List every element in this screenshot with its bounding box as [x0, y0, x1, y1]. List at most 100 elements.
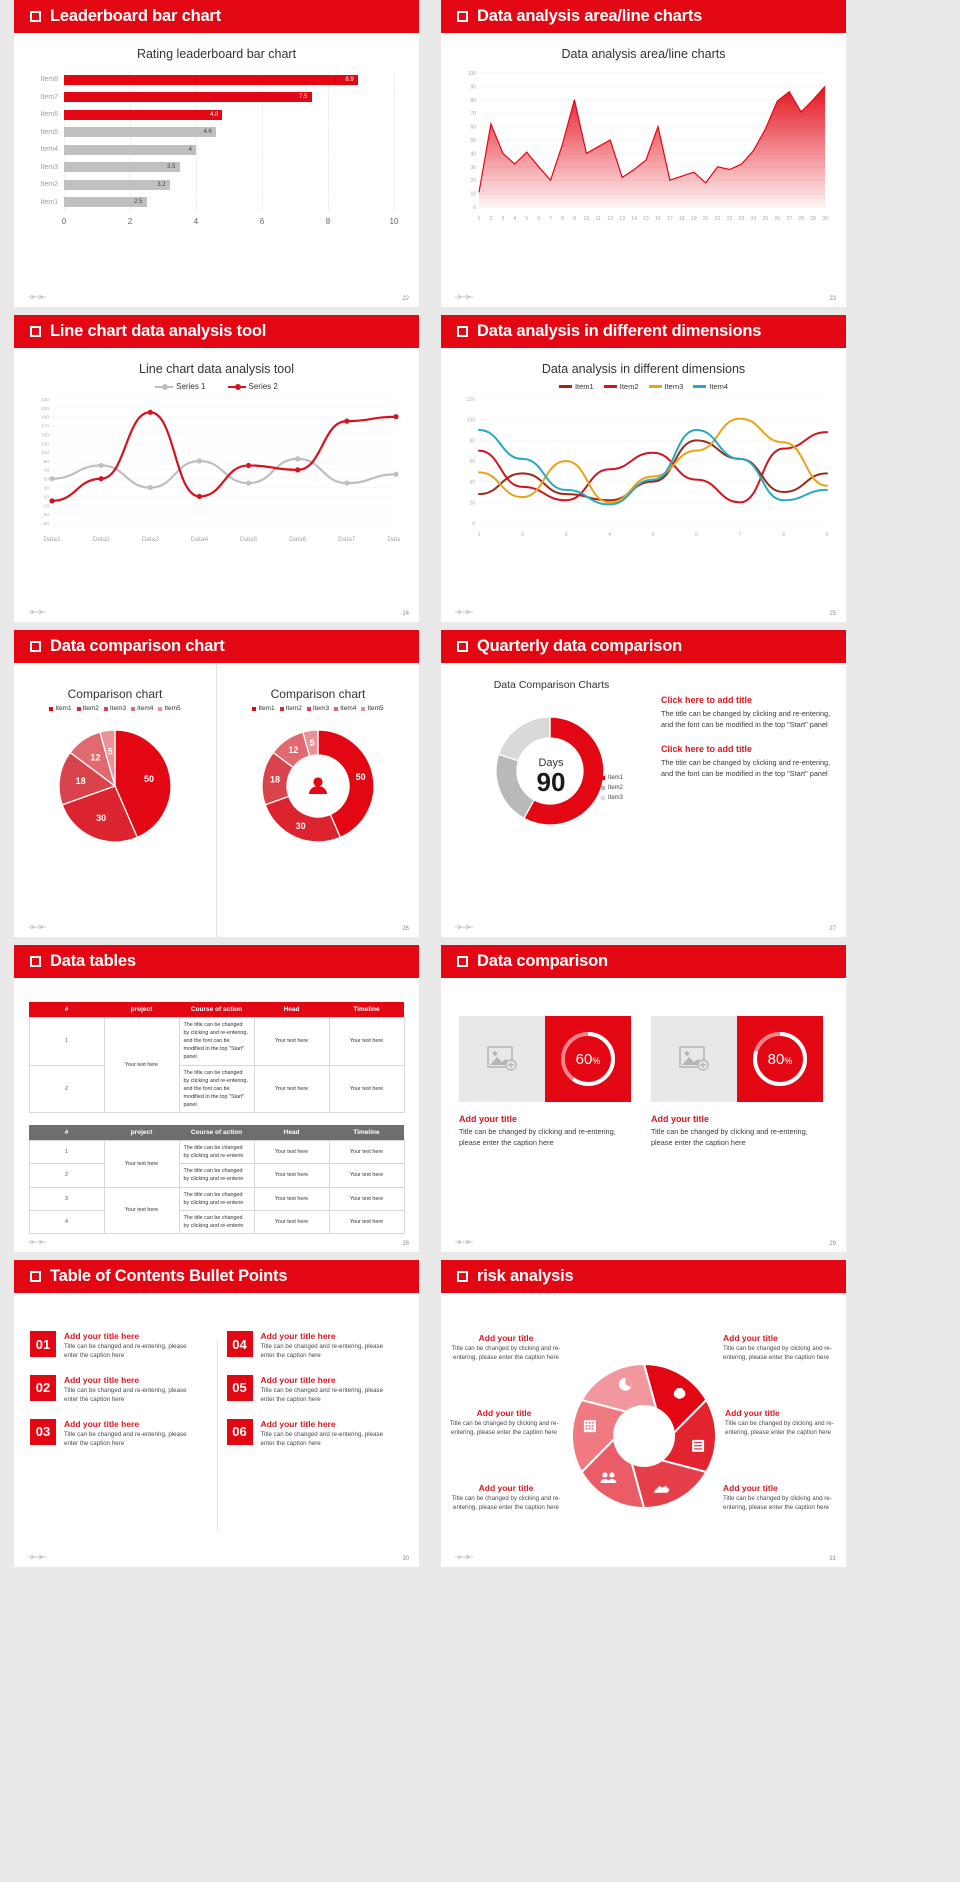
risk-title[interactable]: Add your title [478, 1333, 534, 1343]
toc-item[interactable]: 03 Add your title here Title can be change… [30, 1418, 201, 1449]
chart-title: Data Comparison Charts [493, 679, 610, 691]
chart-legend[interactable]: Item1 Item2 Item3 Item4 Item5 [14, 705, 216, 712]
slide-quarterly[interactable]: Quarterly data comparison Data Compariso… [441, 630, 846, 937]
quarterly-text-panel: Click here to add title The title can be… [661, 695, 836, 793]
legend-item[interactable]: Item2 [76, 705, 99, 712]
data-point [196, 458, 203, 464]
toc-number-badge: 04 [226, 1331, 253, 1357]
legend-label: Item2 [619, 382, 639, 391]
table-row[interactable]: 1 Your text here The title can be changed … [28, 1140, 405, 1188]
toc-item[interactable]: 01 Add your title here Title can be change… [30, 1331, 201, 1361]
x-tick-label: 22 [727, 216, 733, 222]
chart-legend[interactable]: Item1 Item2 Item3 Item4 [441, 382, 846, 391]
logo-icon [28, 294, 46, 300]
x-tick-label: 2 [127, 216, 133, 226]
data-table-primary[interactable]: # project Course of action Head Timeline 1 You… [28, 1002, 405, 1114]
toc-text: Title can be changed and re-entering, pl… [64, 1386, 187, 1403]
slide-data-comparison[interactable]: Data comparison [441, 945, 846, 1252]
pie-slice [61, 785, 139, 843]
legend-item[interactable]: Item2 [279, 705, 302, 712]
slide-line-tool[interactable]: Line chart data analysis tool Line chart… [14, 315, 419, 622]
legend-item[interactable]: Item5 [158, 705, 181, 712]
block-title[interactable]: Click here to add title [661, 695, 753, 705]
table-column-header: Course of action [179, 1002, 254, 1018]
bar-value: 4.8 [210, 111, 219, 118]
risk-title[interactable]: Add your title [723, 1483, 778, 1493]
risk-title[interactable]: Add your title [723, 1333, 778, 1343]
legend-item[interactable]: Item4 [131, 705, 153, 712]
legend-item[interactable]: Item1 [601, 775, 623, 781]
card-title[interactable]: Add your title [459, 1114, 517, 1124]
toc-item[interactable]: 05 Add your title here Title can be change… [226, 1374, 398, 1405]
table-row[interactable]: 4 The title can be changed by clicking an… [28, 1209, 405, 1234]
legend-item[interactable]: Item3 [103, 705, 126, 712]
slide-area-line[interactable]: Data analysis area/line charts Data anal… [441, 0, 846, 307]
toc-title[interactable]: Add your title here [64, 1418, 140, 1429]
table-row[interactable]: 1 Your text here The title can be changed … [28, 1016, 405, 1114]
gridline [394, 193, 395, 211]
slide-toc[interactable]: Table of Contents Bullet Points 01 Add yo… [14, 1260, 419, 1567]
table-row[interactable]: 3 Your text here The title can be changed … [28, 1186, 405, 1234]
slide-title: Data tables [50, 952, 136, 970]
slide-dimensions[interactable]: Data analysis in different dimensions Da… [441, 315, 846, 622]
x-tick-label: 4 [608, 532, 611, 538]
bar-fill: 3.2 [64, 179, 170, 190]
data-table-secondary[interactable]: # project Course of action Head Timeline 1 You… [28, 1125, 405, 1234]
legend-item[interactable]: Item2 [603, 382, 639, 391]
toc-title[interactable]: Add your title here [64, 1331, 140, 1341]
card-title[interactable]: Add your title [651, 1114, 709, 1124]
table-cell: Your text here [103, 1140, 180, 1188]
legend-item[interactable]: Item1 [252, 705, 275, 712]
table-cell: Your text here [328, 1140, 405, 1165]
x-tick-label: 28 [798, 216, 804, 222]
legend-item[interactable]: Item3 [601, 795, 623, 801]
table-row[interactable]: 2 The title can be changed by clicking an… [28, 1163, 405, 1188]
x-tick-label: 18 [679, 216, 685, 222]
bar-row: Item5 4.6 [28, 123, 395, 141]
legend-item[interactable]: Item1 [49, 705, 72, 712]
image-placeholder[interactable] [651, 1016, 737, 1102]
legend-item[interactable]: Item1 [558, 382, 594, 391]
chart-legend[interactable]: Item1 Item2 Item3 Item4 Item5 [217, 705, 419, 712]
legend-item[interactable]: Item2 [601, 785, 623, 791]
risk-title[interactable]: Add your title [478, 1483, 534, 1493]
y-tick-label: 130 [41, 441, 49, 447]
legend-item[interactable]: Series 2 [227, 382, 278, 391]
legend-item[interactable]: Item5 [361, 705, 384, 712]
legend-marker [76, 706, 81, 711]
risk-title[interactable]: Add your title [725, 1408, 780, 1418]
bar-fill: 4.6 [64, 127, 216, 137]
risk-title[interactable]: Add your title [476, 1408, 532, 1418]
toc-item[interactable]: 06 Add your title here Title can be change… [226, 1418, 398, 1449]
y-tick-label: 60 [470, 125, 476, 131]
bar-category-label: Item1 [40, 198, 58, 206]
checkbox-icon [457, 641, 468, 652]
toc-title[interactable]: Add your title here [64, 1374, 140, 1385]
toc-item[interactable]: 02 Add your title here Title can be change… [30, 1374, 201, 1405]
toc-item[interactable]: 04 Add your title here Title can be change… [226, 1331, 398, 1361]
legend-item[interactable]: Item3 [648, 382, 683, 391]
slide-leaderboard[interactable]: Leaderboard bar chart Rating leaderboard… [14, 0, 419, 307]
checkbox-icon [30, 326, 41, 337]
chart-legend[interactable]: Series 1 Series 2 [14, 382, 419, 391]
image-placeholder[interactable] [459, 1016, 545, 1102]
table-cell: Your text here [253, 1209, 330, 1234]
legend-item[interactable]: Item3 [306, 705, 329, 712]
table-cell: Your text here [103, 1186, 180, 1234]
block-title[interactable]: Click here to add title [661, 743, 753, 754]
chart-title: Line chart data analysis tool [139, 362, 294, 376]
slide-risk[interactable]: risk analysis Add your title Title can b… [441, 1260, 846, 1567]
legend-item[interactable]: Item4 [693, 382, 728, 391]
bar-track: 4 [64, 141, 395, 158]
slide-comparison[interactable]: Data comparison chart Comparison chart I… [14, 630, 419, 937]
chart-legend[interactable]: Item1 Item2 Item3 [601, 775, 623, 805]
table-row[interactable]: 2 The title can be changed by clicking an… [28, 1064, 405, 1114]
legend-item[interactable]: Series 1 [155, 382, 206, 391]
toc-title[interactable]: Add your title here [260, 1418, 336, 1429]
toc-title[interactable]: Add your title here [260, 1331, 336, 1341]
legend-item[interactable]: Item4 [334, 705, 356, 712]
toc-number-badge: 02 [30, 1374, 56, 1401]
money-bag-icon [673, 1388, 686, 1400]
toc-title[interactable]: Add your title here [260, 1374, 336, 1385]
slide-tables[interactable]: Data tables # project Course of action Head… [14, 945, 419, 1252]
